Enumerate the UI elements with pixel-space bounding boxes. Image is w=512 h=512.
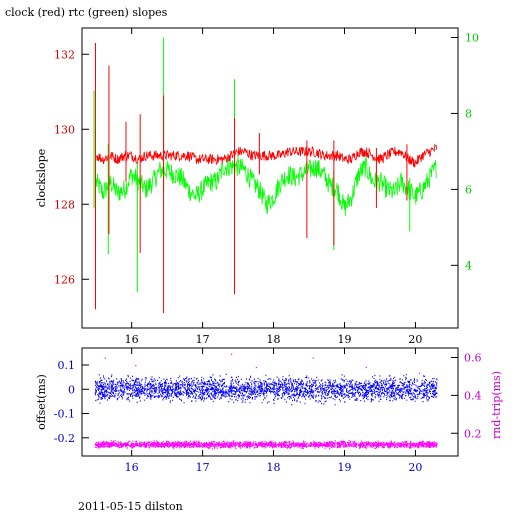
rndtrip-outlier-0 <box>104 357 106 359</box>
bottom-plot-frame <box>81 347 459 457</box>
rndtrip-outlier-9 <box>394 380 396 382</box>
bottom-y2-tick-label-0: 0.6 <box>464 351 482 364</box>
bottom-y2-axis-label: rnd-trip(ms) <box>490 371 503 439</box>
top-y2-tick-label-1: 6 <box>465 183 472 196</box>
bottom-x-tick-label-0: 16 <box>125 461 139 474</box>
bottom-offset-series <box>94 373 438 406</box>
top-x-tick-label-3: 19 <box>337 333 351 346</box>
top-y-tick-label-1: 128 <box>54 198 75 211</box>
top-x-tick-label-1: 17 <box>196 333 210 346</box>
top-red-series <box>94 43 438 313</box>
bottom-y-tick-label-3: -0.2 <box>54 432 75 445</box>
rndtrip-outlier-4 <box>255 366 258 369</box>
top-y-tick-label-2: 130 <box>54 123 75 136</box>
top-y2-tick-label-0: 4 <box>465 259 472 272</box>
bottom-y2-tick-label-1: 0.4 <box>464 389 482 402</box>
bottom-chart: 16 17 18 19 20 0.1 0 -0.1 -0.2 0.6 0.4 0.2 offset(m… <box>35 347 503 474</box>
bottom-y2-tick-label-2: 0.2 <box>464 427 482 440</box>
bottom-x-tick-label-4: 20 <box>408 461 422 474</box>
top-plot-frame <box>81 27 459 329</box>
chart-title: clock (red) rtc (green) slopes <box>5 6 168 19</box>
top-x-tick-label-2: 18 <box>267 333 281 346</box>
bottom-y-tick-label-2: -0.1 <box>54 408 75 421</box>
top-chart: 16 17 18 19 20 126 128 130 132 4 6 8 10 clockslope <box>35 27 479 346</box>
rndtrip-outlier-10 <box>418 372 421 374</box>
top-green-series <box>93 37 438 292</box>
rtc-line <box>95 156 438 217</box>
rndtrip-outlier-3 <box>230 353 233 355</box>
offset-points <box>94 373 438 406</box>
top-y-axis-label: clockslope <box>35 149 48 207</box>
rndtrip-points <box>94 440 438 450</box>
bottom-y-tick-label-1: 0 <box>68 383 75 396</box>
bottom-rndtrip-series <box>94 353 438 450</box>
bottom-y-tick-label-0: 0.1 <box>58 359 76 372</box>
top-x-tick-label-4: 20 <box>408 333 422 346</box>
top-y-tick-label-3: 132 <box>54 48 75 61</box>
footer-caption: 2011-05-15 dilston <box>78 500 183 512</box>
rndtrip-outlier-8 <box>365 366 367 369</box>
bottom-y-axis-label: offset(ms) <box>35 374 48 430</box>
rndtrip-outlier-6 <box>312 357 314 359</box>
top-y2-tick-label-3: 10 <box>465 31 479 44</box>
top-x-tick-label-0: 16 <box>125 333 139 346</box>
top-y-tick-label-0: 126 <box>54 273 75 286</box>
bottom-x-tick-label-1: 17 <box>196 461 210 474</box>
rndtrip-outlier-1 <box>135 365 137 367</box>
top-y2-tick-label-2: 8 <box>465 107 472 120</box>
clock-line <box>96 143 438 168</box>
bottom-x-tick-label-2: 18 <box>267 461 281 474</box>
bottom-x-tick-label-3: 19 <box>337 461 351 474</box>
